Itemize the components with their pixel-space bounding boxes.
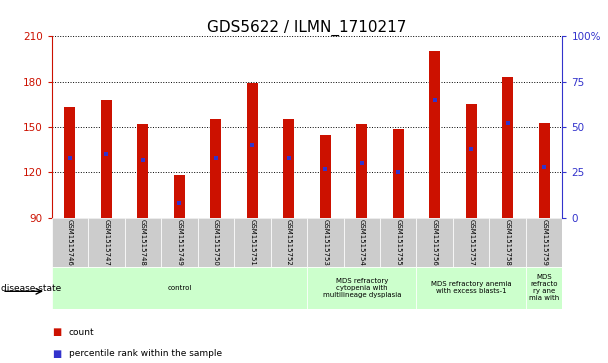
- Bar: [539, 122, 550, 218]
- Point: [393, 170, 403, 175]
- Bar: [137, 124, 148, 218]
- Title: GDS5622 / ILMN_1710217: GDS5622 / ILMN_1710217: [207, 20, 407, 36]
- Bar: [271, 218, 307, 267]
- Bar: [526, 267, 562, 309]
- Text: GSM1515756: GSM1515756: [432, 219, 438, 266]
- Point: [284, 155, 294, 161]
- Text: GSM1515759: GSM1515759: [541, 219, 547, 266]
- Text: ■: ■: [52, 327, 61, 337]
- Bar: [416, 218, 453, 267]
- Text: GSM1515748: GSM1515748: [140, 219, 146, 266]
- Bar: [344, 218, 380, 267]
- Point: [357, 160, 367, 166]
- Text: GSM1515751: GSM1515751: [249, 219, 255, 266]
- Bar: [356, 124, 367, 218]
- Bar: [489, 218, 526, 267]
- Point: [320, 166, 330, 172]
- Text: GSM1515750: GSM1515750: [213, 219, 219, 266]
- Text: GSM1515754: GSM1515754: [359, 219, 365, 266]
- Bar: [453, 218, 489, 267]
- Bar: [234, 218, 271, 267]
- Bar: [210, 119, 221, 218]
- Bar: [247, 83, 258, 218]
- Text: GSM1515758: GSM1515758: [505, 219, 511, 266]
- Text: MDS
refracto
ry ane
mia with: MDS refracto ry ane mia with: [529, 274, 559, 301]
- Bar: [393, 129, 404, 218]
- Bar: [125, 218, 161, 267]
- Text: GSM1515752: GSM1515752: [286, 219, 292, 266]
- Bar: [320, 135, 331, 218]
- Text: count: count: [69, 328, 94, 337]
- Text: MDS refractory
cytopenia with
multilineage dysplasia: MDS refractory cytopenia with multilinea…: [322, 278, 401, 298]
- Text: control: control: [167, 285, 192, 291]
- Bar: [101, 100, 112, 218]
- Bar: [416, 267, 526, 309]
- Point: [466, 146, 476, 152]
- Text: GSM1515753: GSM1515753: [322, 219, 328, 266]
- Text: disease state: disease state: [1, 284, 61, 293]
- Text: GSM1515746: GSM1515746: [67, 219, 73, 266]
- Point: [174, 200, 184, 206]
- Point: [430, 97, 440, 103]
- Point: [503, 121, 513, 126]
- Text: GSM1515747: GSM1515747: [103, 219, 109, 266]
- Bar: [526, 218, 562, 267]
- Text: percentile rank within the sample: percentile rank within the sample: [69, 350, 222, 358]
- Bar: [161, 218, 198, 267]
- Text: ■: ■: [52, 349, 61, 359]
- Point: [247, 142, 257, 148]
- Bar: [429, 52, 440, 218]
- Bar: [88, 218, 125, 267]
- Bar: [466, 105, 477, 218]
- Point: [138, 157, 148, 163]
- Bar: [52, 267, 307, 309]
- Bar: [198, 218, 234, 267]
- Bar: [502, 77, 513, 218]
- Point: [211, 155, 221, 161]
- Text: GSM1515757: GSM1515757: [468, 219, 474, 266]
- Point: [102, 151, 111, 157]
- Bar: [283, 119, 294, 218]
- Bar: [52, 218, 88, 267]
- Bar: [307, 267, 416, 309]
- Text: GSM1515749: GSM1515749: [176, 219, 182, 266]
- Point: [65, 155, 75, 161]
- Text: MDS refractory anemia
with excess blasts-1: MDS refractory anemia with excess blasts…: [431, 281, 511, 294]
- Bar: [174, 175, 185, 218]
- Bar: [380, 218, 416, 267]
- Bar: [64, 107, 75, 218]
- Bar: [307, 218, 344, 267]
- Text: GSM1515755: GSM1515755: [395, 219, 401, 266]
- Point: [539, 164, 549, 170]
